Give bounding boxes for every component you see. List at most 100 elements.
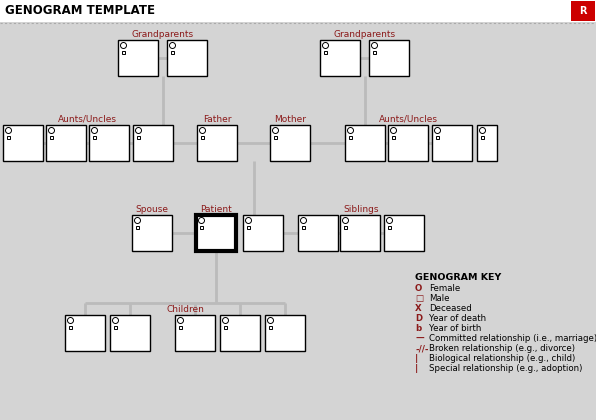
Circle shape [5, 128, 11, 134]
Bar [436, 136, 439, 139]
Circle shape [200, 128, 206, 134]
Text: Aunts/Uncles: Aunts/Uncles [379, 115, 438, 124]
Bar [7, 136, 10, 139]
Bar [302, 226, 305, 229]
Text: O: O [415, 284, 422, 293]
Bar [387, 226, 392, 229]
Bar [49, 136, 53, 139]
Text: Aunts/Uncles: Aunts/Uncles [58, 115, 117, 124]
Circle shape [135, 128, 141, 134]
Bar [122, 50, 125, 54]
Bar [298, 215, 338, 251]
Text: Patient: Patient [200, 205, 232, 214]
Text: GENOGRAM TEMPLATE: GENOGRAM TEMPLATE [5, 5, 155, 18]
Bar [92, 136, 97, 139]
Bar [110, 315, 150, 351]
Bar [200, 136, 204, 139]
Bar [133, 125, 173, 161]
Bar [113, 326, 117, 329]
Text: Children: Children [166, 305, 204, 314]
Bar [320, 40, 360, 76]
Circle shape [300, 218, 306, 223]
Bar [477, 125, 497, 161]
Circle shape [322, 42, 328, 48]
Bar [118, 40, 158, 76]
Text: X: X [415, 304, 421, 313]
Bar [3, 125, 43, 161]
Bar [224, 326, 227, 329]
Text: Male: Male [429, 294, 449, 303]
Circle shape [178, 318, 184, 323]
Circle shape [272, 128, 278, 134]
Bar [265, 315, 305, 351]
Circle shape [169, 42, 175, 48]
Circle shape [198, 218, 204, 223]
Bar [200, 226, 203, 229]
Circle shape [113, 318, 119, 323]
Text: □: □ [415, 294, 423, 303]
Bar [132, 215, 172, 251]
Circle shape [386, 218, 393, 223]
Bar [343, 226, 347, 229]
Circle shape [343, 218, 349, 223]
Bar [324, 50, 327, 54]
Bar [175, 315, 215, 351]
Bar [178, 326, 182, 329]
Text: -//-: -//- [415, 344, 429, 353]
Bar [196, 215, 236, 251]
Bar [170, 50, 174, 54]
Bar [480, 136, 485, 139]
Text: Special relationship (e.g., adoption): Special relationship (e.g., adoption) [429, 364, 582, 373]
Bar [270, 125, 310, 161]
Bar [135, 226, 139, 229]
Bar [247, 226, 250, 229]
Bar [340, 215, 380, 251]
Text: Grandparents: Grandparents [132, 30, 194, 39]
Text: |: | [415, 354, 418, 363]
Bar [432, 125, 472, 161]
Bar [220, 315, 260, 351]
Bar [384, 215, 424, 251]
Bar [349, 136, 352, 139]
Text: GENOGRAM KEY: GENOGRAM KEY [415, 273, 501, 282]
Text: Committed relationship (i.e., marriage): Committed relationship (i.e., marriage) [429, 334, 596, 343]
Text: Female: Female [429, 284, 460, 293]
Bar [65, 315, 105, 351]
Bar [243, 215, 283, 251]
Bar [345, 125, 385, 161]
Text: |: | [415, 364, 418, 373]
Circle shape [67, 318, 73, 323]
Circle shape [120, 42, 126, 48]
Bar [69, 326, 72, 329]
Text: Deceased: Deceased [429, 304, 472, 313]
Circle shape [347, 128, 353, 134]
Circle shape [268, 318, 274, 323]
Bar [571, 1, 595, 21]
Circle shape [48, 128, 54, 134]
Text: Year of birth: Year of birth [429, 324, 482, 333]
Text: Siblings: Siblings [343, 205, 378, 214]
Bar [0, 0, 596, 22]
Text: D: D [415, 314, 422, 323]
Text: —: — [415, 334, 424, 343]
Text: Spouse: Spouse [135, 205, 169, 214]
Text: b: b [415, 324, 421, 333]
Circle shape [135, 218, 141, 223]
Bar [388, 125, 428, 161]
Circle shape [390, 128, 396, 134]
Circle shape [222, 318, 228, 323]
Circle shape [92, 128, 98, 134]
Circle shape [434, 128, 440, 134]
Bar [46, 125, 86, 161]
Text: Year of death: Year of death [429, 314, 486, 323]
Bar [274, 136, 277, 139]
Bar [369, 40, 409, 76]
Text: Mother: Mother [274, 115, 306, 124]
Circle shape [246, 218, 252, 223]
Text: R: R [579, 6, 586, 16]
Circle shape [371, 42, 377, 48]
Text: Father: Father [203, 115, 231, 124]
Circle shape [480, 128, 486, 134]
Bar [392, 136, 395, 139]
Text: Broken relationship (e.g., divorce): Broken relationship (e.g., divorce) [429, 344, 575, 353]
